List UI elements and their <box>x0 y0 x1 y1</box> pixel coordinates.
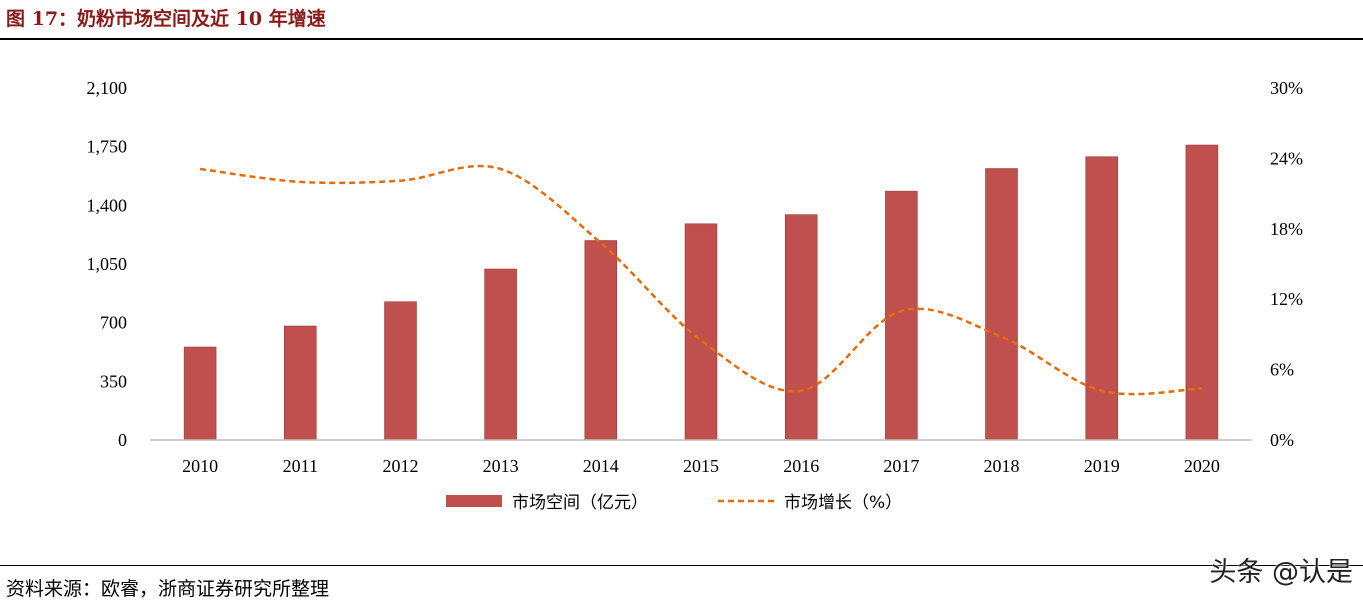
y-right-tick-label: 24% <box>1270 148 1303 168</box>
bar-2011 <box>284 325 317 441</box>
bar-2012 <box>384 301 417 441</box>
x-tick-label: 2017 <box>883 456 919 476</box>
bar-2018 <box>985 168 1018 441</box>
x-tick-label: 2013 <box>483 456 519 476</box>
y-right-tick-label: 6% <box>1270 360 1294 380</box>
legend: 市场空间（亿元） 市场增长（%） <box>446 493 902 513</box>
y-left-tick-label: 700 <box>100 313 127 333</box>
x-tick-label: 2015 <box>683 456 719 476</box>
x-tick-label: 2011 <box>283 456 318 476</box>
y-right-tick-label: 0% <box>1270 430 1294 450</box>
y-left-tick-label: 1,750 <box>87 137 128 157</box>
x-tick-label: 2016 <box>783 456 819 476</box>
y-left-tick-label: 0 <box>118 430 127 450</box>
y-right-tick-label: 30% <box>1270 78 1303 98</box>
x-tick-label: 2020 <box>1184 456 1220 476</box>
bar-2010 <box>183 346 217 441</box>
x-tick-label: 2014 <box>583 456 619 476</box>
bar-2014 <box>584 240 618 441</box>
y-right-tick-label: 12% <box>1270 289 1303 309</box>
bar-2013 <box>484 268 517 441</box>
y-axis-right: 0% 6% 12% 18% 24% 30% <box>1270 78 1303 450</box>
x-axis-labels: 2010 2011 2012 2013 2014 2015 2016 2017 2018 2019… <box>182 456 1220 476</box>
x-tick-label: 2010 <box>182 456 218 476</box>
x-tick-label: 2018 <box>984 456 1020 476</box>
y-left-tick-label: 350 <box>100 371 127 391</box>
y-left-tick-label: 1,050 <box>87 254 128 274</box>
x-tick-label: 2012 <box>383 456 419 476</box>
bar-2019 <box>1085 156 1118 441</box>
figure-header: 图 17：奶粉市场空间及近 10 年增速 <box>0 0 1363 40</box>
y-axis-left: 0 350 700 1,050 1,400 1,750 2,100 <box>87 78 128 450</box>
legend-label-bar: 市场空间（亿元） <box>512 493 648 513</box>
x-tick-label: 2019 <box>1084 456 1120 476</box>
footer-rule <box>0 565 1363 566</box>
bar-series <box>183 144 1219 441</box>
growth-line <box>199 164 1202 396</box>
y-left-tick-label: 2,100 <box>87 78 128 98</box>
y-left-tick-label: 1,400 <box>87 195 128 215</box>
figure-title: 图 17：奶粉市场空间及近 10 年增速 <box>6 8 326 30</box>
bar-2020 <box>1185 144 1219 441</box>
chart: 0 350 700 1,050 1,400 1,750 2,100 0% 6% 12% 18% 24… <box>87 78 1304 513</box>
watermark: 头条 @认是 <box>1209 557 1353 588</box>
source-note: 资料来源：欧睿，浙商证券研究所整理 <box>6 578 330 600</box>
legend-label-line: 市场增长（%） <box>784 493 902 513</box>
bar-2016 <box>784 214 818 441</box>
y-right-tick-label: 18% <box>1270 219 1303 239</box>
legend-swatch-bar <box>446 495 502 507</box>
